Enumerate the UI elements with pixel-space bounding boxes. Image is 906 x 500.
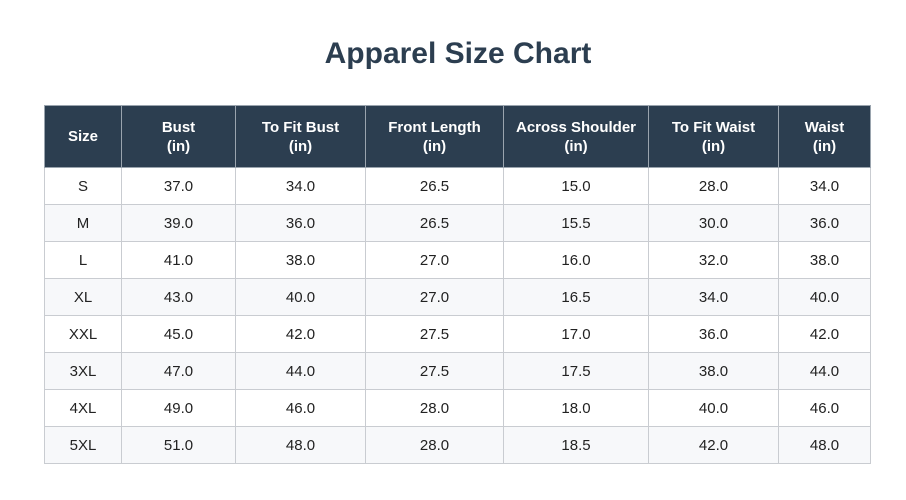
to-fit-waist-cell: 38.0 <box>648 352 779 390</box>
to-fit-waist-cell: 28.0 <box>648 167 779 205</box>
to-fit-bust-cell: 40.0 <box>235 278 366 316</box>
bust-cell: 43.0 <box>121 278 236 316</box>
to-fit-waist-cell: 32.0 <box>648 241 779 279</box>
table-row: M 39.0 36.0 26.5 15.5 30.0 36.0 <box>44 204 871 242</box>
waist-cell: 36.0 <box>778 204 871 242</box>
table-row: S 37.0 34.0 26.5 15.0 28.0 34.0 <box>44 167 871 205</box>
column-header-label: To Fit Bust <box>261 118 340 136</box>
bust-cell: 41.0 <box>121 241 236 279</box>
bust-cell: 51.0 <box>121 426 236 464</box>
across-shoulder-cell: 18.5 <box>503 426 649 464</box>
table-body: S 37.0 34.0 26.5 15.0 28.0 34.0 M 39.0 3… <box>44 167 871 464</box>
size-cell: 4XL <box>44 389 122 427</box>
across-shoulder-cell: 15.5 <box>503 204 649 242</box>
to-fit-bust-cell: 44.0 <box>235 352 366 390</box>
table-row: L 41.0 38.0 27.0 16.0 32.0 38.0 <box>44 241 871 279</box>
size-cell: 5XL <box>44 426 122 464</box>
front-length-cell: 28.0 <box>365 426 504 464</box>
waist-cell: 44.0 <box>778 352 871 390</box>
table-row: 5XL 51.0 48.0 28.0 18.5 42.0 48.0 <box>44 426 871 464</box>
size-cell: XL <box>44 278 122 316</box>
size-cell: L <box>44 241 122 279</box>
waist-cell: 46.0 <box>778 389 871 427</box>
waist-cell: 38.0 <box>778 241 871 279</box>
front-length-cell: 27.5 <box>365 315 504 353</box>
bust-cell: 49.0 <box>121 389 236 427</box>
across-shoulder-cell: 17.5 <box>503 352 649 390</box>
across-shoulder-cell: 18.0 <box>503 389 649 427</box>
size-cell: M <box>44 204 122 242</box>
bust-cell: 45.0 <box>121 315 236 353</box>
waist-cell: 40.0 <box>778 278 871 316</box>
across-shoulder-cell: 15.0 <box>503 167 649 205</box>
front-length-cell: 27.0 <box>365 278 504 316</box>
front-length-cell: 27.5 <box>365 352 504 390</box>
across-shoulder-cell: 16.5 <box>503 278 649 316</box>
to-fit-waist-cell: 30.0 <box>648 204 779 242</box>
bust-cell: 37.0 <box>121 167 236 205</box>
to-fit-bust-cell: 36.0 <box>235 204 366 242</box>
page-title: Apparel Size Chart <box>324 37 592 70</box>
column-header-to-fit-waist: To Fit Waist (in) <box>648 105 779 168</box>
size-cell: XXL <box>44 315 122 353</box>
bust-cell: 39.0 <box>121 204 236 242</box>
column-header-label: Across Shoulder <box>515 118 637 136</box>
to-fit-bust-cell: 34.0 <box>235 167 366 205</box>
column-header-unit: (in) <box>701 137 726 155</box>
across-shoulder-cell: 17.0 <box>503 315 649 353</box>
column-header-label: Waist <box>804 118 845 136</box>
to-fit-waist-cell: 34.0 <box>648 278 779 316</box>
column-header-label: Size <box>67 128 98 145</box>
column-header-to-fit-bust: To Fit Bust (in) <box>235 105 366 168</box>
size-cell: 3XL <box>44 352 122 390</box>
front-length-cell: 26.5 <box>365 204 504 242</box>
column-header-unit: (in) <box>166 137 191 155</box>
bust-cell: 47.0 <box>121 352 236 390</box>
header-row: Size Bust (in) To Fit Bust (in) Front Le… <box>44 105 871 168</box>
front-length-cell: 28.0 <box>365 389 504 427</box>
waist-cell: 34.0 <box>778 167 871 205</box>
column-header-unit: (in) <box>564 137 588 155</box>
to-fit-bust-cell: 38.0 <box>235 241 366 279</box>
column-header-unit: (in) <box>812 137 837 155</box>
waist-cell: 42.0 <box>778 315 871 353</box>
column-header-front-length: Front Length (in) <box>365 105 504 168</box>
to-fit-bust-cell: 46.0 <box>235 389 366 427</box>
front-length-cell: 27.0 <box>365 241 504 279</box>
column-header-unit: (in) <box>288 137 313 155</box>
to-fit-bust-cell: 48.0 <box>235 426 366 464</box>
table-row: 3XL 47.0 44.0 27.5 17.5 38.0 44.0 <box>44 352 871 390</box>
waist-cell: 48.0 <box>778 426 871 464</box>
to-fit-waist-cell: 36.0 <box>648 315 779 353</box>
front-length-cell: 26.5 <box>365 167 504 205</box>
column-header-label: To Fit Waist <box>671 118 756 136</box>
column-header-size: Size <box>44 105 122 168</box>
column-header-unit: (in) <box>422 137 447 155</box>
to-fit-waist-cell: 40.0 <box>648 389 779 427</box>
size-chart-table: Size Bust (in) To Fit Bust (in) Front Le… <box>44 105 871 464</box>
column-header-bust: Bust (in) <box>121 105 236 168</box>
table-row: XXL 45.0 42.0 27.5 17.0 36.0 42.0 <box>44 315 871 353</box>
to-fit-waist-cell: 42.0 <box>648 426 779 464</box>
table-header: Size Bust (in) To Fit Bust (in) Front Le… <box>44 105 871 168</box>
to-fit-bust-cell: 42.0 <box>235 315 366 353</box>
table-row: 4XL 49.0 46.0 28.0 18.0 40.0 46.0 <box>44 389 871 427</box>
across-shoulder-cell: 16.0 <box>503 241 649 279</box>
table-row: XL 43.0 40.0 27.0 16.5 34.0 40.0 <box>44 278 871 316</box>
column-header-label: Bust <box>161 118 196 136</box>
size-cell: S <box>44 167 122 205</box>
column-header-label: Front Length <box>388 118 481 136</box>
column-header-waist: Waist (in) <box>778 105 871 168</box>
column-header-across-shoulder: Across Shoulder (in) <box>503 105 649 168</box>
